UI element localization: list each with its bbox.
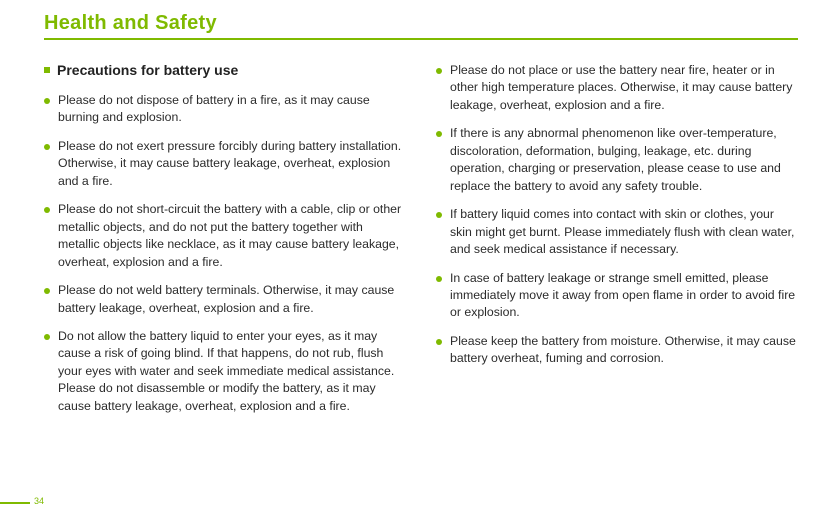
round-bullet-icon (436, 68, 442, 74)
page-footer: 34 (0, 496, 44, 506)
left-column: Precautions for battery use Please do no… (44, 58, 406, 426)
list-item: Please keep the battery from moisture. O… (436, 333, 798, 368)
page-number: 34 (34, 496, 44, 506)
section-title-row: Precautions for battery use (44, 62, 406, 78)
content-columns: Precautions for battery use Please do no… (44, 58, 798, 426)
bullet-text: Please do not exert pressure forcibly du… (58, 138, 406, 190)
right-column: Please do not place or use the battery n… (436, 58, 798, 426)
round-bullet-icon (44, 98, 50, 104)
list-item: If battery liquid comes into contact wit… (436, 206, 798, 258)
round-bullet-icon (436, 276, 442, 282)
square-bullet-icon (44, 67, 50, 73)
section-title: Precautions for battery use (57, 62, 238, 78)
list-item: If there is any abnormal phenomenon like… (436, 125, 798, 195)
bullet-text: In case of battery leakage or strange sm… (450, 270, 798, 322)
bullet-text: Please do not place or use the battery n… (450, 62, 798, 114)
page-header: Health and Safety (44, 0, 798, 40)
bullet-text: Please do not dispose of battery in a fi… (58, 92, 406, 127)
list-item: In case of battery leakage or strange sm… (436, 270, 798, 322)
list-item: Please do not short-circuit the battery … (44, 201, 406, 271)
round-bullet-icon (44, 334, 50, 340)
list-item: Please do not weld battery terminals. Ot… (44, 282, 406, 317)
round-bullet-icon (44, 288, 50, 294)
round-bullet-icon (436, 339, 442, 345)
round-bullet-icon (44, 144, 50, 150)
bullet-text: Please do not short-circuit the battery … (58, 201, 406, 271)
list-item: Please do not place or use the battery n… (436, 62, 798, 114)
header-title: Health and Safety (44, 12, 798, 35)
bullet-text: Do not allow the battery liquid to enter… (58, 328, 406, 415)
list-item: Please do not dispose of battery in a fi… (44, 92, 406, 127)
page-container: Health and Safety Precautions for batter… (0, 0, 826, 522)
bullet-text: Please do not weld battery terminals. Ot… (58, 282, 406, 317)
bullet-text: Please keep the battery from moisture. O… (450, 333, 798, 368)
bullet-text: If there is any abnormal phenomenon like… (450, 125, 798, 195)
list-item: Please do not exert pressure forcibly du… (44, 138, 406, 190)
bullet-text: If battery liquid comes into contact wit… (450, 206, 798, 258)
list-item: Do not allow the battery liquid to enter… (44, 328, 406, 415)
round-bullet-icon (436, 212, 442, 218)
round-bullet-icon (44, 207, 50, 213)
header-underline (44, 38, 798, 40)
footer-bar (0, 502, 30, 504)
round-bullet-icon (436, 131, 442, 137)
